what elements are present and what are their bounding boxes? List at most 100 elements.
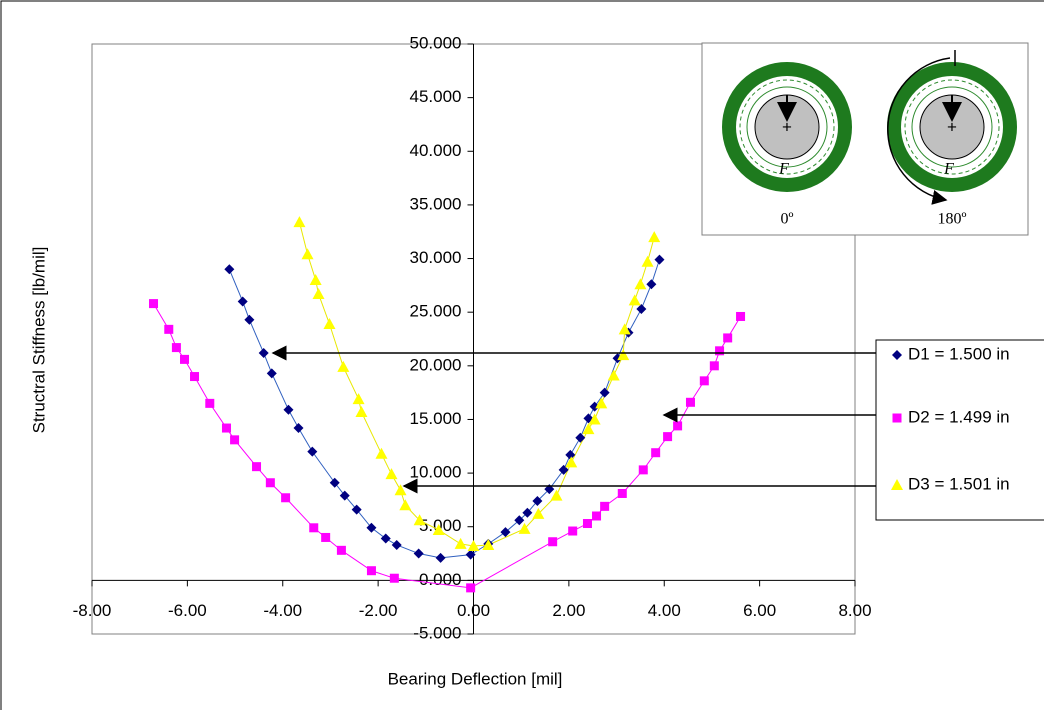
marker xyxy=(699,376,709,386)
series-line xyxy=(228,259,660,559)
marker xyxy=(482,538,495,550)
marker xyxy=(180,354,190,364)
marker xyxy=(149,299,159,309)
y-tick-label: 5.000 xyxy=(419,516,462,535)
marker xyxy=(558,464,569,475)
marker xyxy=(351,504,362,515)
angle-label: 0º xyxy=(781,211,794,228)
marker xyxy=(514,515,525,526)
marker xyxy=(221,423,231,433)
marker xyxy=(618,323,631,335)
y-axis-label: Structral Stiffness [lb/mil] xyxy=(29,247,48,434)
marker xyxy=(281,493,291,503)
marker xyxy=(321,532,331,542)
marker xyxy=(230,435,240,445)
x-tick-label: -2.00 xyxy=(359,601,398,620)
legend-label: D3 = 1.501 in xyxy=(908,474,1010,493)
marker xyxy=(518,522,531,534)
marker xyxy=(607,369,620,381)
marker xyxy=(413,548,424,559)
marker xyxy=(293,423,304,434)
marker xyxy=(258,347,269,358)
marker xyxy=(582,519,592,529)
force-label: F xyxy=(778,161,789,178)
x-tick-label: -8.00 xyxy=(73,601,112,620)
marker xyxy=(548,537,558,547)
y-tick-label: 15.000 xyxy=(410,409,462,428)
legend xyxy=(875,339,1044,521)
marker xyxy=(638,465,648,475)
x-tick-label: 8.00 xyxy=(838,601,871,620)
y-tick-label: 20.000 xyxy=(410,355,462,374)
marker xyxy=(651,448,661,458)
marker xyxy=(663,432,673,442)
marker xyxy=(582,423,595,435)
marker xyxy=(715,346,725,356)
marker xyxy=(307,446,318,457)
marker xyxy=(467,540,480,552)
x-tick-label: -6.00 xyxy=(168,601,207,620)
marker xyxy=(709,361,719,371)
marker xyxy=(532,495,543,506)
marker xyxy=(454,537,467,549)
marker xyxy=(413,514,426,526)
marker xyxy=(283,404,294,415)
marker xyxy=(237,296,248,307)
marker xyxy=(636,303,647,314)
marker xyxy=(646,279,657,290)
y-tick-label: 30.000 xyxy=(410,248,462,267)
marker xyxy=(648,231,661,243)
marker xyxy=(164,324,174,334)
y-tick-label: 35.000 xyxy=(410,194,462,213)
marker xyxy=(500,527,511,538)
svg-text:+: + xyxy=(782,117,792,136)
marker xyxy=(380,533,391,544)
marker xyxy=(435,552,446,563)
marker xyxy=(190,372,200,382)
x-tick-label: 2.00 xyxy=(552,601,585,620)
marker xyxy=(252,462,262,472)
marker xyxy=(617,349,630,361)
marker xyxy=(654,254,665,265)
y-tick-label: 0.000 xyxy=(419,570,462,589)
marker xyxy=(736,311,746,321)
marker xyxy=(329,477,340,488)
force-label: F xyxy=(943,161,954,178)
y-tick-label: -5.000 xyxy=(413,623,461,642)
marker xyxy=(565,449,576,460)
legend-marker xyxy=(891,479,903,490)
marker xyxy=(532,507,545,519)
marker xyxy=(723,333,733,343)
marker xyxy=(336,545,346,555)
marker xyxy=(588,413,601,425)
y-tick-label: 50.000 xyxy=(410,33,462,52)
marker xyxy=(171,343,181,353)
bearing: + xyxy=(722,62,852,192)
marker xyxy=(366,566,376,576)
series-line xyxy=(298,221,655,547)
marker xyxy=(465,549,476,560)
marker xyxy=(265,478,275,488)
y-tick-label: 40.000 xyxy=(410,141,462,160)
marker xyxy=(339,490,350,501)
marker xyxy=(224,264,235,275)
marker xyxy=(389,573,399,583)
marker xyxy=(599,387,610,398)
marker xyxy=(266,368,277,379)
marker xyxy=(301,248,314,260)
marker xyxy=(375,447,388,459)
marker xyxy=(432,523,445,535)
legend-marker xyxy=(892,413,902,423)
marker xyxy=(466,583,476,593)
marker xyxy=(399,499,412,511)
marker xyxy=(592,511,602,521)
x-tick-label: 4.00 xyxy=(648,601,681,620)
marker xyxy=(355,405,368,417)
marker xyxy=(309,523,319,533)
marker xyxy=(550,489,563,501)
legend-label: D1 = 1.500 in xyxy=(908,344,1010,363)
marker xyxy=(385,468,398,480)
marker xyxy=(244,314,255,325)
